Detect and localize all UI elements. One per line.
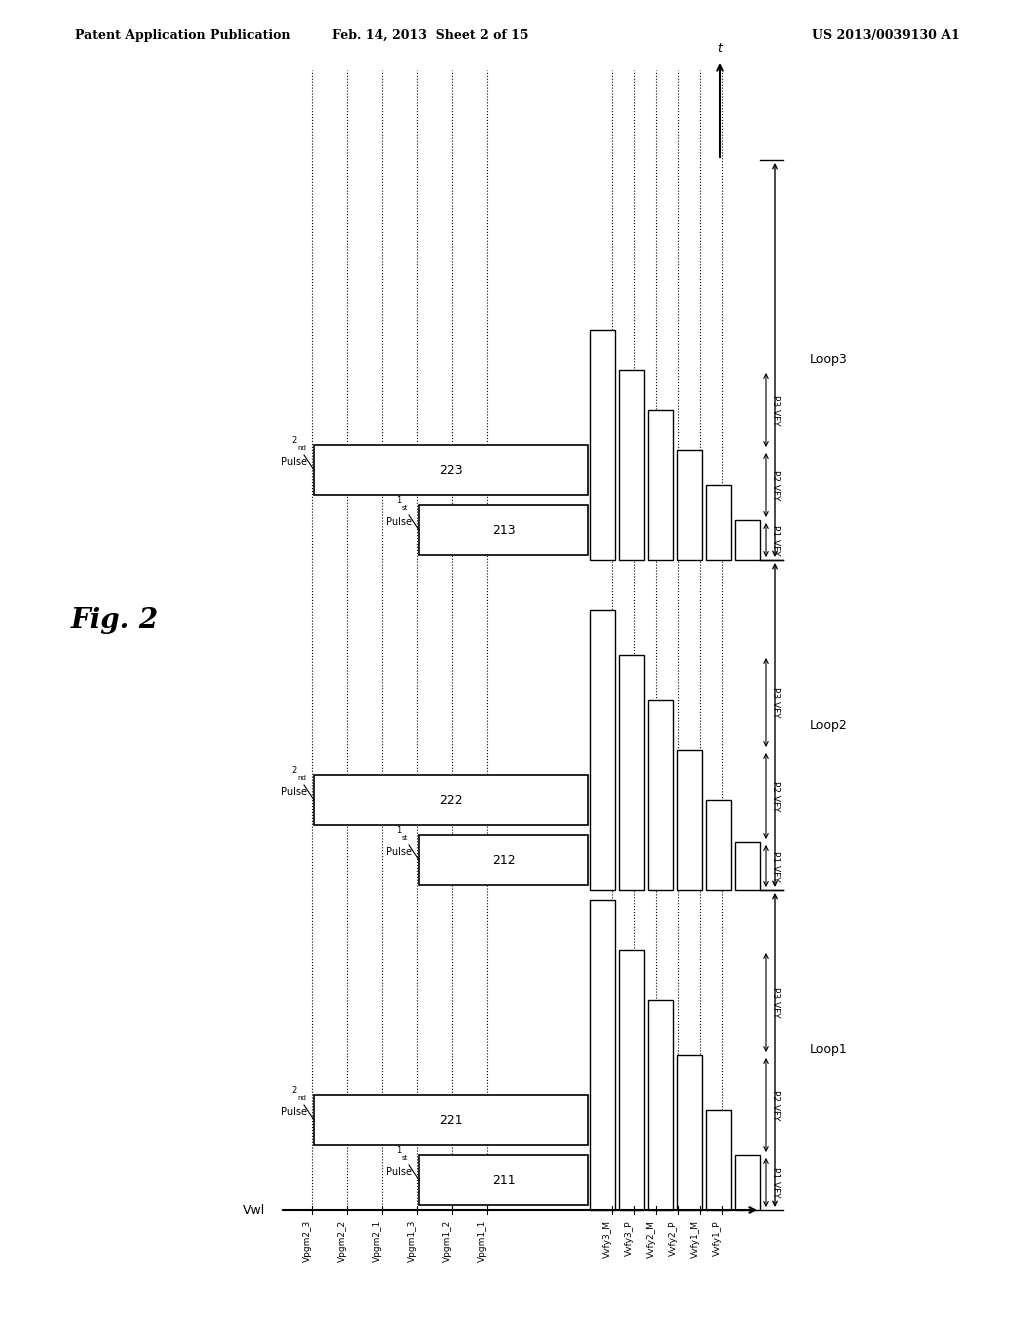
Bar <box>590 610 615 890</box>
Bar <box>735 520 760 560</box>
Bar <box>706 1110 731 1210</box>
Text: nd: nd <box>297 775 306 781</box>
Text: Vpgm1_2: Vpgm1_2 <box>443 1220 452 1262</box>
Bar <box>314 1096 588 1144</box>
Bar <box>590 330 615 560</box>
Text: Vpgm1_1: Vpgm1_1 <box>478 1220 487 1262</box>
Text: 213: 213 <box>492 524 515 536</box>
Bar <box>314 775 588 825</box>
Text: 211: 211 <box>492 1173 515 1187</box>
Text: P2 VFY: P2 VFY <box>771 780 780 812</box>
Text: 2: 2 <box>292 766 297 775</box>
Text: nd: nd <box>297 1096 306 1101</box>
Bar <box>419 1155 588 1205</box>
Text: P1 VFY: P1 VFY <box>771 524 780 556</box>
Text: P1 VFY: P1 VFY <box>771 850 780 882</box>
Text: US 2013/0039130 A1: US 2013/0039130 A1 <box>812 29 961 41</box>
Bar <box>618 655 644 890</box>
Text: P3 VFY: P3 VFY <box>771 987 780 1018</box>
Text: 222: 222 <box>439 793 463 807</box>
Text: Feb. 14, 2013  Sheet 2 of 15: Feb. 14, 2013 Sheet 2 of 15 <box>332 29 528 41</box>
Bar <box>419 836 588 884</box>
Text: nd: nd <box>297 445 306 451</box>
Text: t: t <box>718 42 723 55</box>
Bar <box>618 370 644 560</box>
Text: 1: 1 <box>396 1146 401 1155</box>
Text: 1: 1 <box>396 496 401 506</box>
Text: Pulse: Pulse <box>281 457 307 467</box>
Bar <box>677 450 702 560</box>
Text: Pulse: Pulse <box>281 787 307 797</box>
Text: 1: 1 <box>396 826 401 836</box>
Bar <box>618 950 644 1210</box>
Text: Vvfy1_P: Vvfy1_P <box>713 1220 722 1255</box>
Text: Vvfy1_M: Vvfy1_M <box>691 1220 700 1258</box>
Text: Pulse: Pulse <box>386 1167 412 1177</box>
Text: Vpgm2_1: Vpgm2_1 <box>373 1220 382 1262</box>
Text: Vwl: Vwl <box>243 1204 265 1217</box>
Text: st: st <box>402 506 409 511</box>
Text: 2: 2 <box>292 436 297 445</box>
Text: Vvfy2_P: Vvfy2_P <box>669 1220 678 1255</box>
Text: Vpgm2_2: Vpgm2_2 <box>338 1220 347 1262</box>
Bar <box>590 900 615 1210</box>
Text: Loop2: Loop2 <box>810 718 848 731</box>
Text: P2 VFY: P2 VFY <box>771 470 780 500</box>
Bar <box>648 700 673 890</box>
Text: Patent Application Publication: Patent Application Publication <box>75 29 291 41</box>
Text: Pulse: Pulse <box>386 847 412 857</box>
Text: P2 VFY: P2 VFY <box>771 1090 780 1121</box>
Bar <box>648 411 673 560</box>
Text: Vpgm1_3: Vpgm1_3 <box>408 1220 417 1262</box>
Text: Vpgm2_3: Vpgm2_3 <box>303 1220 312 1262</box>
Text: Loop3: Loop3 <box>810 354 848 367</box>
Text: 2: 2 <box>292 1086 297 1096</box>
Text: Vvfy3_M: Vvfy3_M <box>603 1220 612 1258</box>
Bar <box>706 800 731 890</box>
Text: st: st <box>402 836 409 841</box>
Text: P3 VFY: P3 VFY <box>771 688 780 718</box>
Text: 212: 212 <box>492 854 515 866</box>
Text: P3 VFY: P3 VFY <box>771 395 780 425</box>
Text: st: st <box>402 1155 409 1162</box>
Text: Vvfy2_M: Vvfy2_M <box>647 1220 656 1258</box>
Bar <box>706 484 731 560</box>
Bar <box>648 1001 673 1210</box>
Bar <box>677 1055 702 1210</box>
Bar <box>419 506 588 554</box>
Bar <box>677 750 702 890</box>
Text: Loop1: Loop1 <box>810 1044 848 1056</box>
Bar <box>735 1155 760 1210</box>
Text: Pulse: Pulse <box>386 517 412 527</box>
Text: 223: 223 <box>439 463 463 477</box>
Bar <box>735 842 760 890</box>
Text: Vvfy3_P: Vvfy3_P <box>625 1220 634 1255</box>
Text: P1 VFY: P1 VFY <box>771 1167 780 1197</box>
Text: Fig. 2: Fig. 2 <box>71 606 159 634</box>
Text: 221: 221 <box>439 1114 463 1126</box>
Bar <box>314 445 588 495</box>
Text: Pulse: Pulse <box>281 1107 307 1117</box>
